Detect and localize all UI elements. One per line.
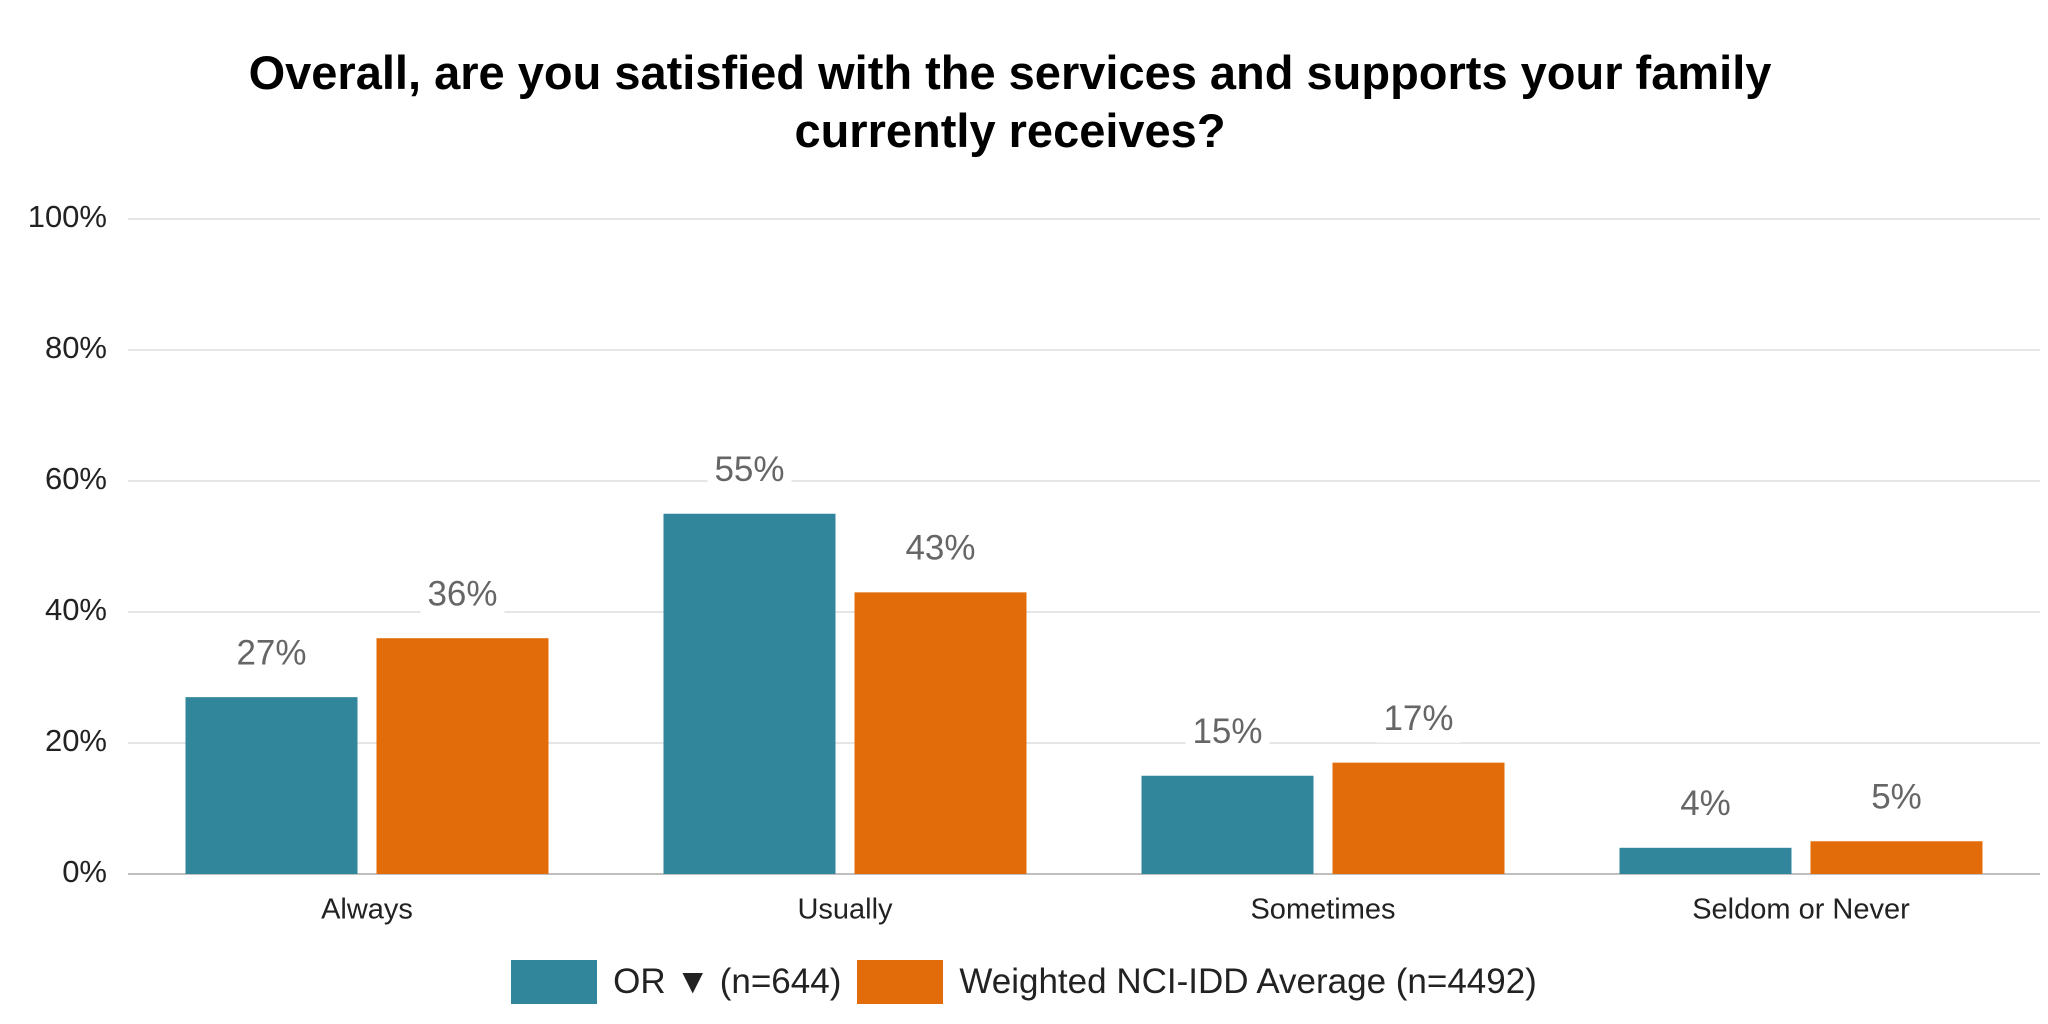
y-tick-label: 60% [45, 461, 107, 496]
bar [1332, 762, 1505, 874]
data-label: 27% [236, 633, 306, 672]
data-label: 36% [427, 574, 497, 613]
legend: OR ▼ (n=644) Weighted NCI-IDD Average (n=… [0, 960, 2048, 1004]
data-label: 15% [1192, 712, 1262, 751]
legend-swatch [511, 960, 598, 1004]
label-background [1854, 777, 1939, 822]
label-background [1663, 783, 1748, 828]
data-label: 17% [1383, 699, 1453, 738]
chart-title: Overall, are you satisfied with the serv… [248, 46, 1772, 157]
bar [376, 638, 549, 874]
label-background [707, 449, 792, 494]
bar [1810, 841, 1983, 874]
label-background [420, 574, 505, 619]
legend-label: OR ▼ (n=644) [613, 962, 842, 1001]
label-background [1376, 698, 1461, 743]
data-label: 4% [1680, 784, 1731, 823]
data-label: 43% [905, 529, 975, 568]
y-tick-label: 80% [45, 330, 107, 365]
label-background [1185, 711, 1270, 756]
y-tick-label: 0% [62, 854, 107, 889]
y-tick-label: 40% [45, 592, 107, 627]
bar [185, 697, 358, 874]
data-label: 55% [714, 450, 784, 489]
bar [1141, 775, 1314, 874]
legend-label: Weighted NCI-IDD Average (n=4492) [959, 962, 1537, 1001]
label-background [898, 528, 983, 573]
bar [663, 513, 836, 874]
x-tick-label: Sometimes [1250, 894, 1395, 926]
bar [854, 592, 1027, 874]
legend-swatch [857, 960, 944, 1004]
legend-item: OR ▼ (n=644) [511, 960, 841, 1004]
y-tick-label: 20% [45, 723, 107, 758]
x-tick-label: Always [321, 894, 413, 926]
x-tick-label: Usually [797, 894, 893, 926]
label-background [229, 633, 314, 678]
data-label: 5% [1871, 778, 1922, 817]
y-tick-label: 100% [28, 199, 107, 234]
x-tick-label: Seldom or Never [1692, 894, 1910, 926]
bar [1619, 847, 1792, 874]
legend-item: Weighted NCI-IDD Average (n=4492) [857, 960, 1537, 1004]
